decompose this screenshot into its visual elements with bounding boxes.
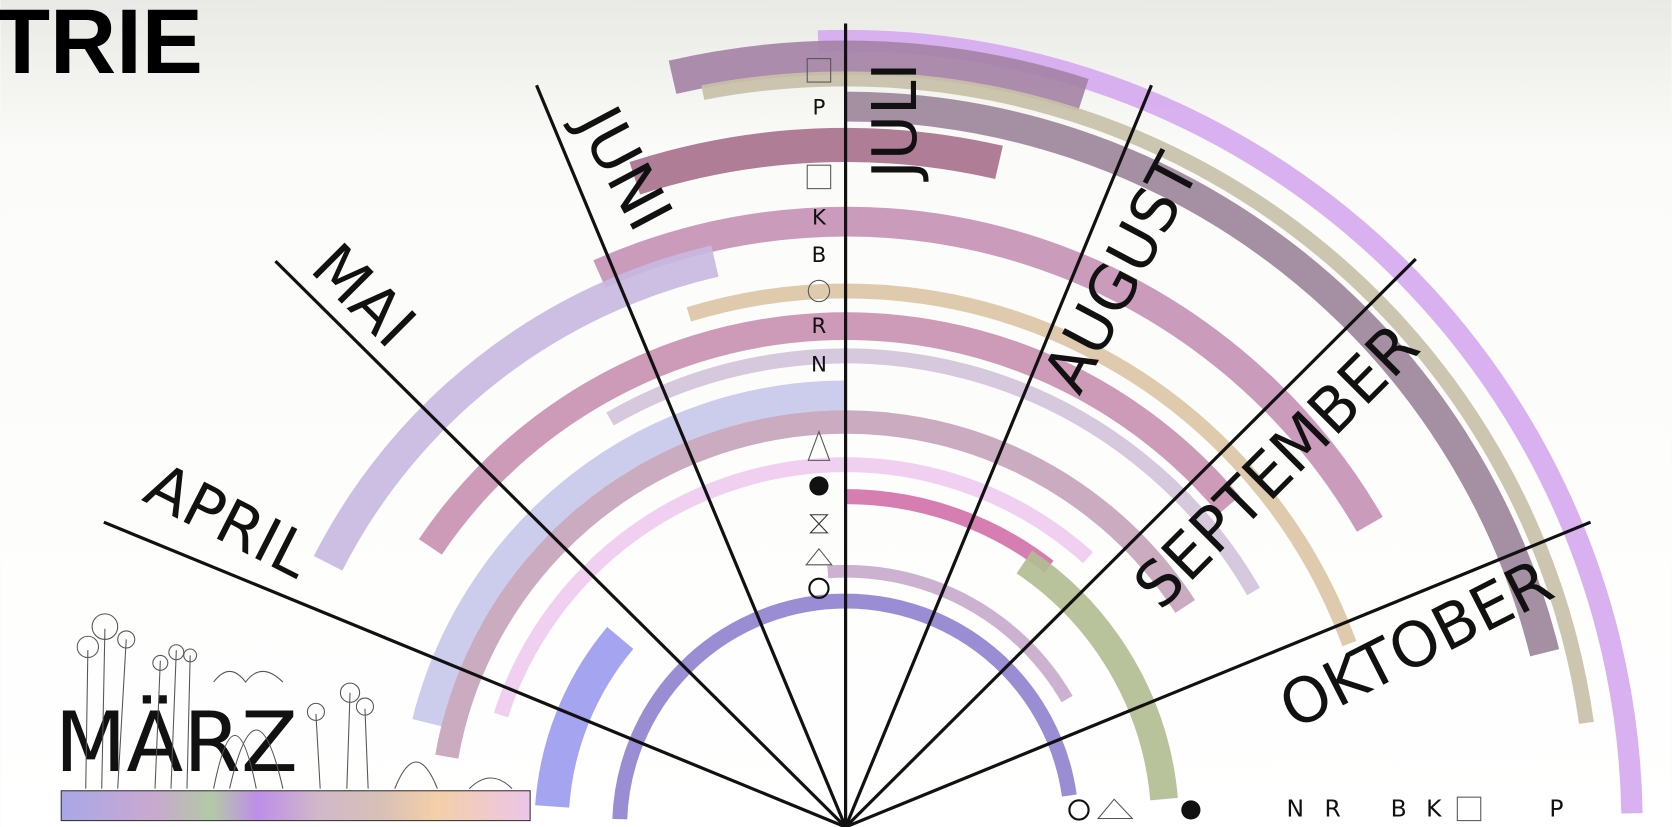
glyph-shape [808,577,830,599]
glyph-label: K [1426,794,1442,822]
bloom-arc [827,564,1073,703]
glyph-shape [809,476,829,496]
bloom-arc [612,593,1077,820]
bloom-arc [535,626,634,808]
glyph-label: R [1324,794,1340,822]
glyph-label: N [811,353,827,378]
glyph-label: B [1391,794,1407,822]
bloom-arc [593,206,1383,532]
glyph-label: K [812,205,827,230]
glyph-label: P [1549,794,1563,822]
divider-line [274,259,847,827]
month-label: MÄRZ [55,694,298,791]
bloom-arc [686,283,1357,647]
glyph-shape [805,547,833,566]
bloom-arc [606,348,1260,596]
glyph-label: R [812,314,827,339]
color-bar [60,790,531,822]
divider-line [844,520,1592,827]
glyph-shape [1097,798,1134,820]
bloom-arc [668,40,1089,112]
divider-line [844,257,1417,827]
flower-sketch [76,613,513,790]
glyph-shape [807,430,831,461]
glyph-label: B [812,243,827,268]
month-label: JULI [859,62,931,182]
bloom-arc [418,312,1240,555]
glyph-shape [806,164,832,190]
glyph-shape [809,514,829,534]
glyph-label: P [813,96,826,121]
bloom-arc [845,91,1560,657]
glyph-shape [807,279,831,303]
glyph-label: N [1287,794,1305,822]
glyph-shape [1068,799,1090,821]
month-dividers [103,23,1592,827]
divider-line [103,520,847,827]
bloom-arc [493,457,1094,718]
bloom-arc [435,410,1196,759]
glyph-shape [1456,796,1482,822]
bloom-arc [1016,550,1178,801]
divider-line [844,84,1153,827]
bloom-arc [629,127,1003,195]
bloom-arc [845,489,1054,573]
glyph-shape [1181,800,1201,820]
title-fragment: TRIE [0,0,203,93]
divider-line [535,84,848,827]
bloom-arc [412,380,846,727]
glyph-shape [806,58,832,83]
bloom-arcs [313,29,1643,820]
bloom-arc [313,245,719,571]
